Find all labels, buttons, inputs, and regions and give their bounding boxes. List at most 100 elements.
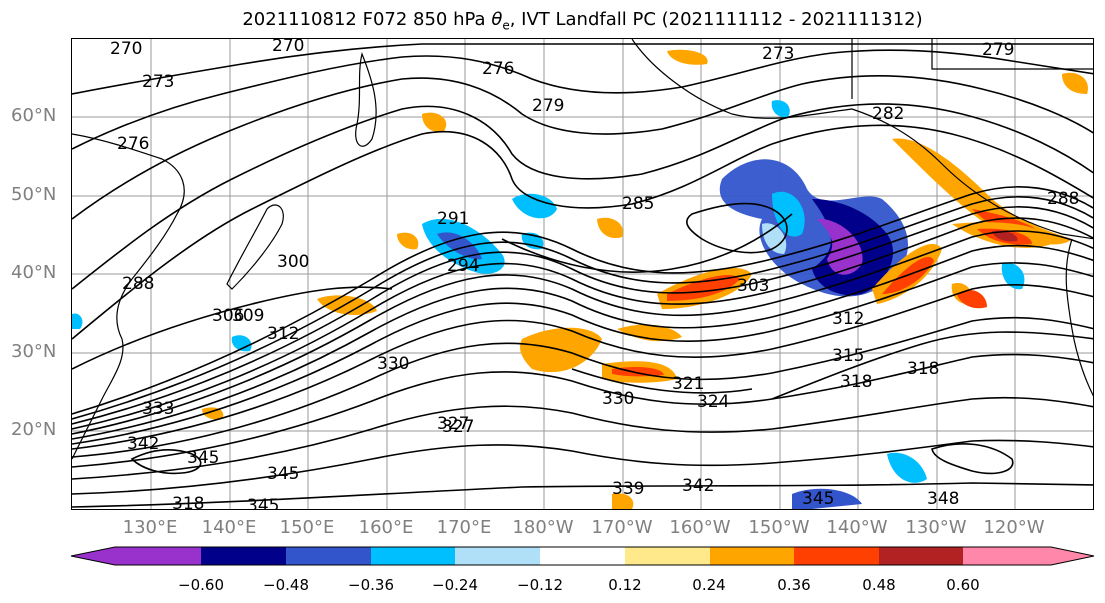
lon-label-150w: 150°W xyxy=(748,517,810,538)
lat-label-30n: 30°N xyxy=(11,341,57,362)
colorbar-tick: −0.24 xyxy=(432,576,478,594)
asia-coast xyxy=(72,133,185,460)
na-west-coast xyxy=(1065,238,1093,397)
colorbar-segment xyxy=(540,547,625,565)
contour-label: 276 xyxy=(117,134,149,154)
positive-shading xyxy=(667,49,708,65)
colorbar-segment xyxy=(625,547,710,565)
contour-label: 306 xyxy=(212,306,244,326)
lat-label-20n: 20°N xyxy=(11,419,57,440)
lat-label-50n: 50°N xyxy=(11,184,57,205)
contour-label: 300 xyxy=(277,252,309,272)
contour-label: 345 xyxy=(247,496,279,510)
contour-label: 324 xyxy=(697,392,729,412)
contour-label: 273 xyxy=(142,72,174,92)
alaska-coast xyxy=(631,39,1093,240)
colorbar-segment xyxy=(879,547,963,565)
colorbar-tick: 0.60 xyxy=(946,576,980,594)
colorbar-segment xyxy=(963,547,1094,565)
contour-label: 330 xyxy=(377,354,409,374)
contour-label: 321 xyxy=(672,374,704,394)
negative-shading xyxy=(771,100,790,118)
negative-shading xyxy=(772,191,805,237)
colorbar-segment xyxy=(794,547,879,565)
lon-label-160w: 160°W xyxy=(669,517,731,538)
negative-shading xyxy=(887,452,927,483)
contour-label: 345 xyxy=(802,489,834,509)
contour-label: 333 xyxy=(142,399,174,419)
lat-label-40n: 40°N xyxy=(11,262,57,283)
contour-label: 312 xyxy=(267,324,299,344)
contour-label: 327 xyxy=(437,414,469,434)
contour-label: 315 xyxy=(832,346,864,366)
negative-shading xyxy=(231,335,252,352)
contour-label: 318 xyxy=(840,372,872,392)
lon-label-170w: 170°W xyxy=(591,517,653,538)
positive-shading xyxy=(617,324,682,342)
positive-shading xyxy=(597,217,623,239)
contour-label: 339 xyxy=(612,479,644,499)
colorbar-tick: 0.36 xyxy=(777,576,811,594)
canada-border xyxy=(851,39,1093,99)
contour-label: 303 xyxy=(737,276,769,296)
contour-label: 345 xyxy=(267,464,299,484)
figure-title: 2021110812 F072 850 hPa θe, IVT Landfall… xyxy=(0,9,1105,33)
positive-shading xyxy=(667,274,740,301)
lon-label-170e: 170°E xyxy=(436,517,492,538)
lon-label-130w: 130°W xyxy=(905,517,967,538)
theta-symbol: θ xyxy=(491,9,503,30)
colorbar-segment xyxy=(710,547,794,565)
positive-shading xyxy=(992,230,1018,242)
positive-shading xyxy=(422,112,447,132)
contour-label: 318 xyxy=(907,359,939,379)
positive-shading xyxy=(612,493,634,509)
colorbar-tick: −0.48 xyxy=(263,576,309,594)
colorbar-tick: 0.48 xyxy=(862,576,896,594)
theta-e-contours xyxy=(72,43,1093,508)
colorbar-segment xyxy=(286,547,371,565)
negative-shading xyxy=(817,218,863,275)
contour-label: 348 xyxy=(927,489,959,509)
title-suffix: , IVT Landfall PC (2021111112 - 20211113… xyxy=(509,9,923,30)
contour-label: 294 xyxy=(447,256,479,276)
contour-label: 270 xyxy=(110,39,142,59)
contour-label: 276 xyxy=(482,59,514,79)
contour-label: 318 xyxy=(172,494,204,510)
contour-label: 282 xyxy=(872,104,904,124)
kamchatka-coast xyxy=(355,52,377,147)
lon-label-180w: 180°W xyxy=(512,517,574,538)
negative-shading xyxy=(792,488,862,509)
contour-label: 342 xyxy=(682,476,714,496)
colorbar-tick: −0.60 xyxy=(178,576,224,594)
contour-label: 327 xyxy=(442,417,474,437)
colorbar-tick: −0.12 xyxy=(517,576,563,594)
positive-shading xyxy=(317,295,377,315)
colorbar-segment xyxy=(71,547,201,565)
contour-label: 285 xyxy=(622,194,654,214)
japan-coast xyxy=(226,204,284,290)
contour-label: 270 xyxy=(272,39,304,56)
coastlines xyxy=(72,39,1093,460)
lon-label-140e: 140°E xyxy=(201,517,257,538)
contour-label: 288 xyxy=(122,274,154,294)
theta-subscript: e xyxy=(502,18,510,33)
colorbar-tick: 0.12 xyxy=(608,576,642,594)
lon-label-150e: 150°E xyxy=(279,517,335,538)
colorbar-segments xyxy=(70,546,1095,566)
colorbar-segment xyxy=(201,547,286,565)
contour-label: 279 xyxy=(982,40,1014,60)
contour-label: 279 xyxy=(532,96,564,116)
contour-label: 312 xyxy=(832,309,864,329)
contour-label: 273 xyxy=(762,44,794,64)
positive-shading xyxy=(1062,72,1088,94)
colorbar xyxy=(70,546,1095,566)
map-panel: 270 270 273 273 276 276 279 279 282 285 288 288 291 2… xyxy=(71,38,1094,510)
lat-label-60n: 60°N xyxy=(11,105,57,126)
negative-shading xyxy=(1001,263,1025,290)
lon-label-160e: 160°E xyxy=(358,517,414,538)
contour-label: 309 xyxy=(232,306,264,326)
colorbar-tick: 0.24 xyxy=(692,576,726,594)
negative-shading xyxy=(512,193,557,219)
